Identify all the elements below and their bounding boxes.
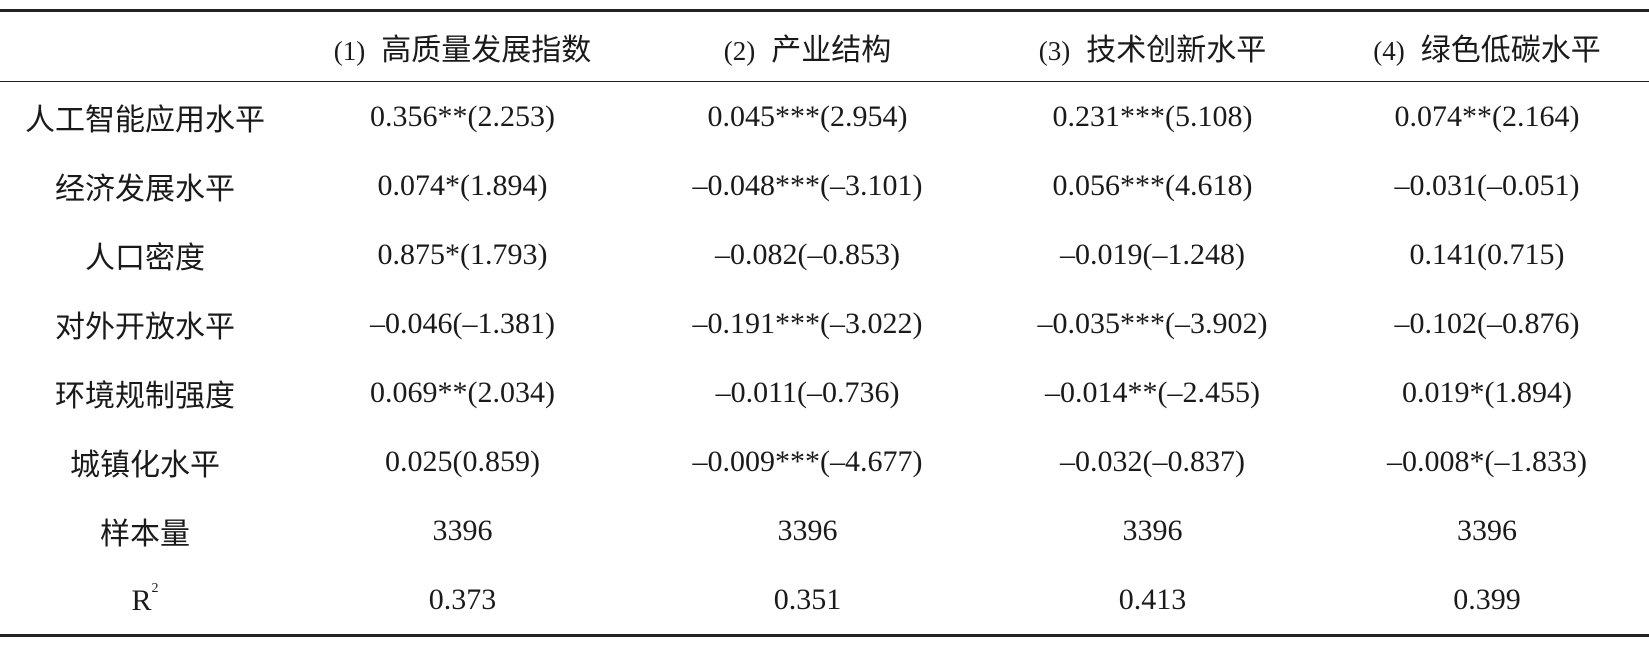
row-label: 样本量	[0, 496, 290, 565]
table-cell: 0.399	[1453, 582, 1521, 616]
table-cell: 0.056***(4.618)	[1052, 168, 1253, 202]
table-cell: 0.356**(2.253)	[370, 99, 555, 133]
table-cell: 0.875*(1.793)	[377, 237, 548, 271]
table-cell: 0.074*(1.894)	[377, 168, 548, 202]
column-number: (2)	[723, 35, 756, 66]
table-cell: 0.074**(2.164)	[1394, 99, 1580, 133]
table-cell: –0.035***(–3.902)	[1037, 306, 1268, 340]
row-label-text: 城镇化水平	[70, 448, 220, 482]
table-row: 样本量 3396 3396 3396 3396	[0, 496, 1649, 565]
header-row: (1) 高质量发展指数 (2) 产业结构 (3) 技术创新水平 (4) 绿色低碳水平	[0, 10, 1649, 82]
table-cell: –0.009***(–4.677)	[692, 444, 923, 478]
table-cell: 0.141(0.715)	[1409, 237, 1565, 271]
column-title: 产业结构	[771, 33, 892, 67]
row-label-text: 经济发展水平	[55, 172, 235, 206]
table-cell: 3396	[1122, 513, 1183, 547]
column-header: (3) 技术创新水平	[980, 11, 1325, 82]
table-cell: 0.025(0.859)	[385, 444, 540, 478]
column-number: (3)	[1038, 35, 1071, 66]
table-row: 环境规制强度 0.069**(2.034) –0.011(–0.736) –0.014…	[0, 358, 1649, 427]
table-cell: –0.082(–0.853)	[715, 237, 900, 271]
column-header: (4) 绿色低碳水平	[1325, 11, 1649, 82]
table-cell: 0.069**(2.034)	[370, 375, 555, 409]
table-row: 人口密度 0.875*(1.793) –0.082(–0.853) –0.019(–1…	[0, 220, 1649, 289]
table-cell: –0.031(–0.051)	[1394, 168, 1580, 202]
table-cell: 3396	[777, 513, 838, 547]
table-row: 经济发展水平 0.074*(1.894) –0.048***(–3.101) 0.05…	[0, 151, 1649, 220]
table-row: 人工智能应用水平 0.356**(2.253) 0.045***(2.954) 0.2…	[0, 82, 1649, 152]
column-header: (2) 产业结构	[635, 11, 980, 82]
row-label: R2	[0, 565, 290, 636]
row-label-text: 人工智能应用水平	[25, 103, 265, 137]
column-title: 高质量发展指数	[381, 33, 592, 67]
column-number: (4)	[1373, 35, 1405, 66]
table-row: 城镇化水平 0.025(0.859) –0.009***(–4.677) –0.032…	[0, 427, 1649, 496]
row-label: 人口密度	[0, 220, 290, 289]
table-row: R2 0.373 0.351 0.413 0.399	[0, 565, 1649, 636]
table-cell: –0.011(–0.736)	[715, 375, 900, 409]
table-cell: –0.032(–0.837)	[1060, 444, 1245, 478]
table-cell: –0.014**(–2.455)	[1045, 375, 1260, 409]
row-label: 环境规制强度	[0, 358, 290, 427]
row-label-text: 样本量	[100, 517, 190, 551]
row-label-text: 环境规制强度	[55, 379, 235, 413]
table-header: (1) 高质量发展指数 (2) 产业结构 (3) 技术创新水平 (4) 绿色低碳水平	[0, 10, 1649, 82]
row-label-sup: 2	[151, 581, 159, 596]
page: (1) 高质量发展指数 (2) 产业结构 (3) 技术创新水平 (4) 绿色低碳水平 人工智能…	[0, 9, 1649, 656]
table-cell: –0.191***(–3.022)	[692, 306, 923, 340]
column-title: 技术创新水平	[1086, 33, 1267, 67]
table-row: 对外开放水平 –0.046(–1.381) –0.191***(–3.022) –0.…	[0, 289, 1649, 358]
row-label-text: 对外开放水平	[55, 310, 235, 344]
table-cell: 0.413	[1118, 582, 1187, 616]
table-cell: –0.102(–0.876)	[1394, 306, 1580, 340]
row-label-text: 人口密度	[85, 241, 205, 275]
table-cell: –0.048***(–3.101)	[692, 168, 923, 202]
regression-table: (1) 高质量发展指数 (2) 产业结构 (3) 技术创新水平 (4) 绿色低碳水平 人工智能…	[0, 9, 1649, 637]
column-title: 绿色低碳水平	[1420, 33, 1601, 67]
table-cell: –0.008*(–1.833)	[1387, 444, 1587, 478]
row-label: 经济发展水平	[0, 151, 290, 220]
table-cell: 3396	[1457, 513, 1517, 547]
table-cell: –0.019(–1.248)	[1060, 237, 1245, 271]
table-cell: 0.373	[428, 582, 497, 616]
corner-cell	[0, 11, 290, 82]
row-label-text: R	[131, 584, 152, 617]
column-number: (1)	[333, 35, 366, 66]
column-header: (1) 高质量发展指数	[290, 11, 635, 82]
row-label: 人工智能应用水平	[0, 82, 290, 152]
row-label: 城镇化水平	[0, 427, 290, 496]
table-cell: 0.045***(2.954)	[707, 99, 908, 133]
row-label: 对外开放水平	[0, 289, 290, 358]
table-cell: 0.019*(1.894)	[1402, 375, 1572, 409]
table-cell: –0.046(–1.381)	[370, 306, 555, 340]
table-body: 人工智能应用水平 0.356**(2.253) 0.045***(2.954) 0.2…	[0, 82, 1649, 636]
table-cell: 0.231***(5.108)	[1052, 99, 1253, 133]
table-cell: 0.351	[773, 582, 842, 616]
table-cell: 3396	[432, 513, 493, 547]
